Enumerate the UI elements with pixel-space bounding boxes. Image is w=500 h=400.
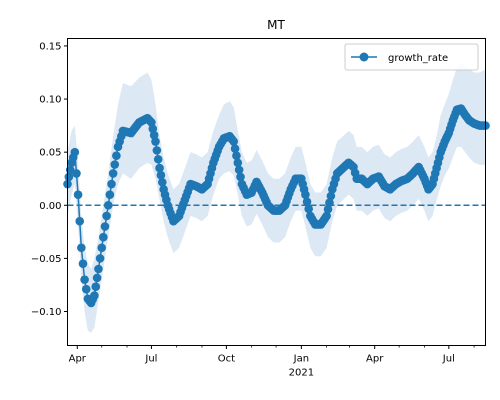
data-point	[92, 273, 102, 283]
data-point	[64, 172, 74, 182]
data-point	[153, 154, 163, 164]
data-point	[72, 169, 81, 178]
data-point	[107, 179, 116, 189]
data-point	[100, 222, 110, 231]
y-tick-label: 0.00	[39, 201, 61, 212]
data-point	[157, 177, 167, 187]
data-point	[229, 137, 239, 146]
data-point	[323, 204, 333, 214]
plot-frame	[67, 38, 486, 346]
data-point	[75, 216, 85, 226]
x-tick-label: Apr	[69, 354, 87, 365]
data-point	[110, 160, 120, 169]
legend-label-growth-rate: growth_rate	[388, 53, 448, 64]
x-tick-label: Oct	[218, 354, 235, 365]
data-point	[81, 284, 91, 294]
y-tick-label: 0.05	[39, 148, 61, 159]
y-tick-label: 0.10	[39, 95, 61, 106]
data-point	[156, 170, 166, 180]
legend-marker-swatch	[359, 52, 369, 62]
legend-box	[344, 43, 479, 71]
data-point	[236, 172, 245, 182]
data-point	[322, 211, 331, 221]
data-point	[234, 165, 244, 175]
data-point	[90, 291, 99, 300]
x-tick-label: Jul	[442, 354, 455, 365]
data-point	[108, 169, 118, 178]
data-point	[102, 211, 111, 221]
y-tick-label: −0.10	[31, 307, 62, 318]
data-point	[97, 243, 107, 253]
x-axis: Apr Jul Oct Jan Apr Jul 2021	[69, 345, 475, 379]
data-point	[325, 198, 334, 207]
data-point	[99, 232, 108, 242]
data-point	[103, 200, 113, 210]
x-tick-label: Jul	[144, 354, 157, 365]
data-point	[304, 204, 313, 214]
data-point	[65, 165, 75, 175]
x-year-label: 2021	[289, 368, 314, 379]
data-point	[77, 243, 86, 253]
data-point	[94, 264, 103, 274]
data-point	[73, 190, 83, 199]
data-point	[152, 146, 162, 155]
data-point	[232, 151, 241, 161]
confidence-band	[67, 61, 486, 333]
confidence-band-area	[67, 61, 486, 333]
y-tick-label: −0.05	[31, 254, 62, 265]
chart-title: MT	[267, 18, 285, 32]
data-point	[78, 259, 88, 269]
data-point	[80, 275, 89, 284]
y-axis: −0.10 −0.05 0.00 0.05 0.10 0.15	[31, 41, 68, 318]
data-point	[326, 191, 336, 201]
data-point	[95, 254, 105, 263]
data-point	[151, 137, 160, 146]
data-point	[301, 190, 310, 199]
x-tick-label: Jan	[293, 354, 309, 365]
data-point	[302, 197, 312, 207]
data-point	[233, 158, 243, 168]
y-tick-label: 0.15	[39, 41, 61, 52]
data-point	[91, 282, 101, 292]
x-tick-label: Apr	[366, 354, 384, 365]
data-point	[148, 124, 158, 134]
data-point	[105, 190, 115, 199]
series-markers	[63, 104, 490, 308]
legend: growth_rate	[344, 43, 479, 71]
data-point	[230, 144, 240, 153]
data-point	[112, 151, 121, 161]
data-point	[70, 147, 80, 157]
data-point	[155, 163, 164, 173]
